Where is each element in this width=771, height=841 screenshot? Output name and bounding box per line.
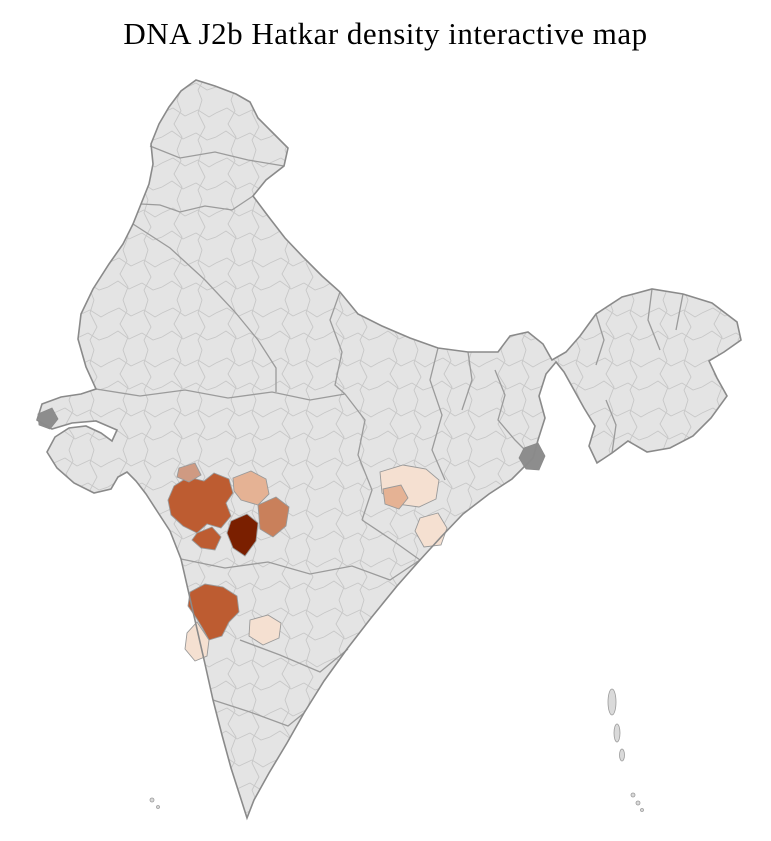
district-maharashtra-central-highest[interactable] xyxy=(226,513,259,557)
district-maharashtra-northwest[interactable] xyxy=(176,462,202,483)
district-telangana[interactable] xyxy=(248,614,282,646)
district-chhattisgarh-inner[interactable] xyxy=(382,484,409,510)
district-maharashtra-south-tail[interactable] xyxy=(191,526,222,551)
page-title: DNA J2b Hatkar density interactive map xyxy=(123,16,648,51)
state-borders xyxy=(95,145,684,727)
district-maharashtra-north[interactable] xyxy=(232,470,270,506)
district-karnataka-south[interactable] xyxy=(184,621,210,662)
district-north-karnataka[interactable] xyxy=(187,583,240,641)
district-kolkata-dark[interactable] xyxy=(518,442,546,471)
andaman-nicobar-islands xyxy=(607,688,644,812)
district-maharashtra-east[interactable] xyxy=(257,496,290,538)
lakshadweep-islands xyxy=(149,797,160,809)
